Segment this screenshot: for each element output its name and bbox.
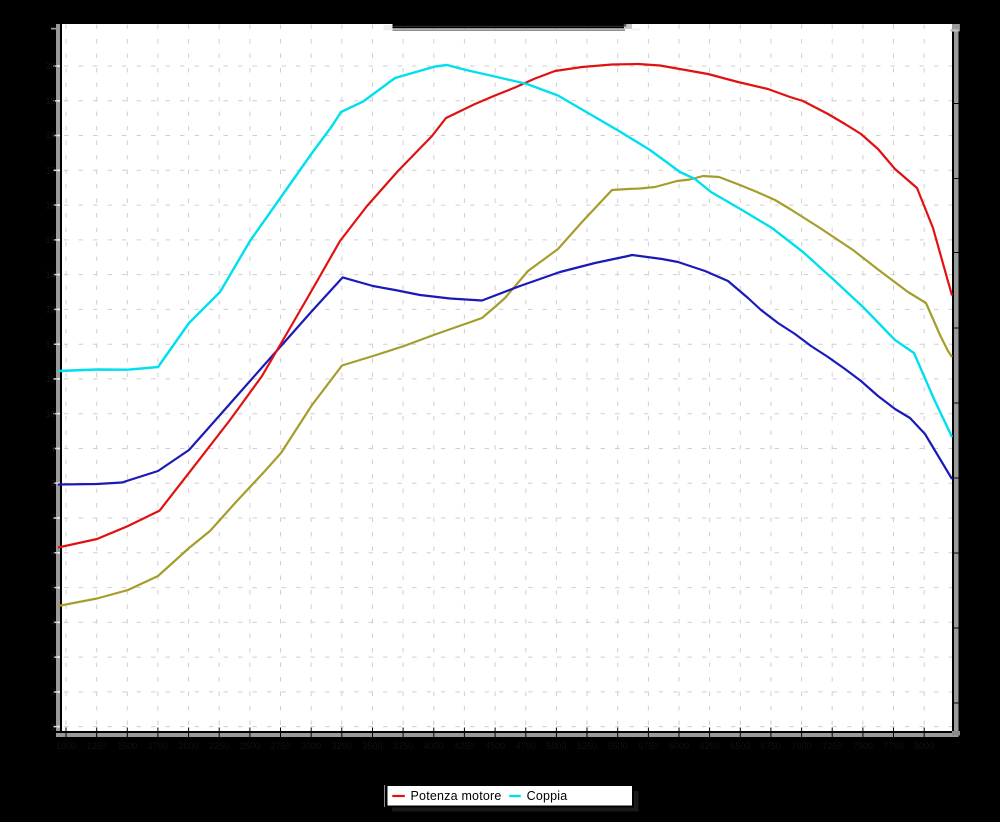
svg-text:7250: 7250 <box>822 741 842 751</box>
svg-text:1: 1 <box>50 722 55 732</box>
svg-text:15: 15 <box>45 235 55 245</box>
svg-text:4750: 4750 <box>516 741 536 751</box>
svg-text:1500: 1500 <box>117 741 137 751</box>
svg-text:5750: 5750 <box>638 741 658 751</box>
svg-text:2500: 2500 <box>240 741 260 751</box>
svg-text:3250: 3250 <box>332 741 352 751</box>
svg-text:7000: 7000 <box>792 741 812 751</box>
svg-text:1750: 1750 <box>148 741 168 751</box>
svg-text:6500: 6500 <box>730 741 750 751</box>
svg-text:5500: 5500 <box>608 741 628 751</box>
svg-text:4: 4 <box>50 618 55 628</box>
svg-text:16: 16 <box>45 200 55 210</box>
svg-text:3000: 3000 <box>301 741 321 751</box>
svg-text:7500: 7500 <box>853 741 873 751</box>
svg-text:19: 19 <box>45 96 55 106</box>
svg-text:6: 6 <box>50 548 55 558</box>
svg-text:3: 3 <box>50 652 55 662</box>
svg-text:Coppia: Coppia <box>527 789 568 803</box>
svg-text:14: 14 <box>45 270 55 280</box>
svg-text:Potenza motore: Potenza motore <box>411 789 502 803</box>
svg-text:6750: 6750 <box>761 741 781 751</box>
svg-text:8000: 8000 <box>914 741 934 751</box>
svg-text:5250: 5250 <box>577 741 597 751</box>
svg-text:2250: 2250 <box>209 741 229 751</box>
svg-text:20: 20 <box>45 61 55 71</box>
svg-text:3500: 3500 <box>362 741 382 751</box>
svg-text:18: 18 <box>45 131 55 141</box>
svg-text:4000: 4000 <box>424 741 444 751</box>
svg-text:5: 5 <box>50 583 55 593</box>
svg-text:7: 7 <box>50 513 55 523</box>
svg-text:4500: 4500 <box>485 741 505 751</box>
svg-text:1250: 1250 <box>87 741 107 751</box>
svg-text:5000: 5000 <box>546 741 566 751</box>
svg-text:2000: 2000 <box>179 741 199 751</box>
svg-text:3750: 3750 <box>393 741 413 751</box>
svg-text:12: 12 <box>45 339 55 349</box>
svg-text:4250: 4250 <box>454 741 474 751</box>
svg-text:2: 2 <box>50 687 55 697</box>
svg-text:13: 13 <box>45 305 55 315</box>
svg-text:17: 17 <box>45 166 55 176</box>
svg-text:9: 9 <box>50 444 55 454</box>
svg-text:6000: 6000 <box>669 741 689 751</box>
svg-text:2750: 2750 <box>270 741 290 751</box>
svg-text:7750: 7750 <box>883 741 903 751</box>
svg-text:8: 8 <box>50 478 55 488</box>
svg-text:11: 11 <box>46 374 55 384</box>
svg-text:1000: 1000 <box>56 741 76 751</box>
svg-text:6250: 6250 <box>700 741 720 751</box>
svg-text:10: 10 <box>45 409 55 419</box>
